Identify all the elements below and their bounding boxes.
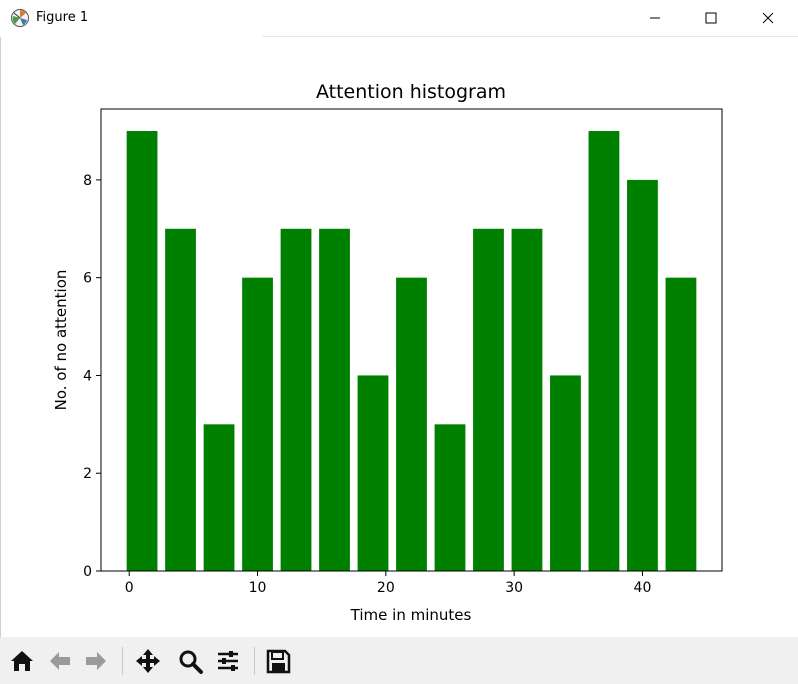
y-axis-ticks: 0 2 4 6 8 [83,173,101,580]
plot-frame [100,108,723,572]
bar [203,424,235,571]
bar [627,179,658,571]
x-axis-label: Time in minutes [350,606,472,624]
title-bar: Figure 1 [0,0,798,37]
matplotlib-logo-icon [11,9,29,27]
x-tick-label: 10 [249,580,267,596]
bar [357,375,389,571]
minimize-button[interactable] [632,0,678,36]
navigation-toolbar [0,637,798,684]
save-button[interactable] [262,645,294,677]
bar [550,375,581,571]
y-axis-label: No. of no attention [52,270,70,411]
y-tick-label: 8 [83,173,92,189]
y-tick-label: 6 [83,271,92,287]
title-bar-divider [262,36,798,37]
bar [280,228,312,571]
pan-button[interactable] [132,645,164,677]
bar [396,277,427,571]
x-tick-label: 30 [505,580,523,596]
configure-subplots-icon [218,651,238,671]
home-icon [11,651,33,671]
zoom-button[interactable] [174,645,206,677]
bar [434,424,466,571]
close-button[interactable] [745,0,791,36]
back-button[interactable] [44,645,76,677]
forward-icon [86,652,106,670]
y-tick-label: 4 [83,368,92,384]
x-tick-label: 40 [634,580,652,596]
forward-button[interactable] [80,645,112,677]
x-tick-label: 20 [377,580,395,596]
bar [126,131,158,571]
zoom-icon [179,650,203,674]
bars-group [126,131,697,571]
y-tick-label: 2 [83,466,92,482]
bar [665,277,697,571]
bar [165,228,196,571]
pan-icon [136,649,160,673]
chart-title: Attention histogram [316,81,506,103]
home-button[interactable] [6,645,38,677]
maximize-button[interactable] [688,0,734,36]
window-edge [0,37,1,637]
bar [511,228,543,571]
bar [319,228,350,571]
toolbar-separator [122,647,123,675]
window-title: Figure 1 [36,10,89,25]
x-axis-ticks: 0 10 20 30 40 [125,571,652,596]
save-icon [266,649,291,674]
x-tick-label: 0 [125,580,134,596]
minimize-icon [650,17,660,19]
bar [473,228,504,571]
maximize-icon [705,12,717,24]
close-icon [762,12,774,24]
bar [242,277,273,571]
back-icon [50,652,70,670]
configure-subplots-button[interactable] [212,645,244,677]
toolbar-separator [254,647,255,675]
bar-chart: Attention histogram 0 10 20 30 40 0 2 4 6 8 Time… [52,81,723,624]
bar [588,131,620,571]
y-tick-label: 0 [83,564,92,580]
